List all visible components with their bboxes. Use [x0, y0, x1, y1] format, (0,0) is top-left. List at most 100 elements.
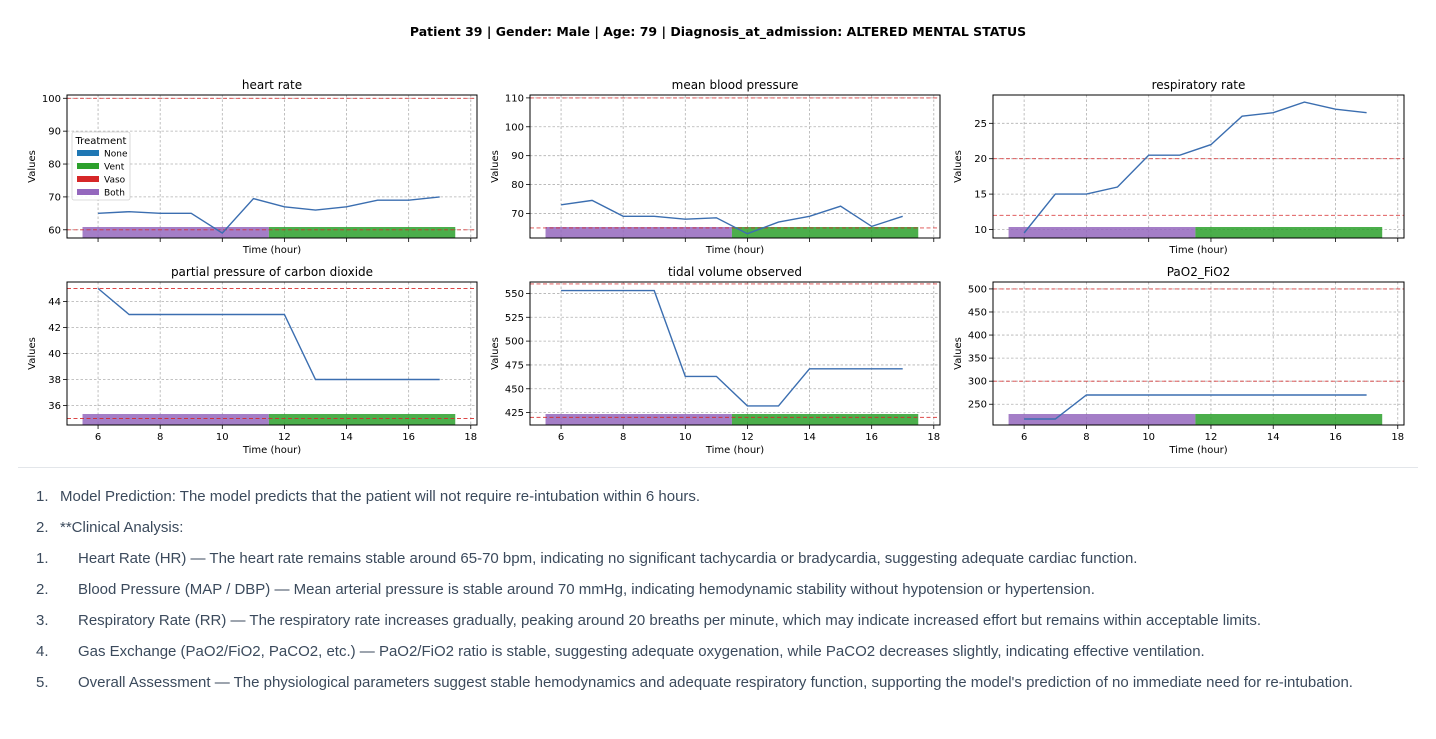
- analysis-item: 1. Model Prediction: The model predicts t…: [0, 478, 1436, 509]
- x-tick-label: 12: [278, 432, 291, 443]
- clinical-analysis-list: 1. Model Prediction: The model predicts t…: [0, 478, 1436, 695]
- x-tick-label: 18: [927, 432, 940, 443]
- treatment-band-both: [545, 227, 732, 238]
- x-tick-label: 12: [1205, 432, 1218, 443]
- chart-panel: 36 38 40 42 44 6 8 10 12 14 16 18 partial pressure o…: [27, 265, 478, 456]
- analysis-item: 3. Respiratory Rate (RR) — The respirator…: [0, 602, 1436, 633]
- x-tick-label: 18: [1391, 432, 1404, 443]
- axes-frame: [992, 281, 1405, 426]
- analysis-item-text: **Clinical Analysis:: [60, 519, 184, 536]
- figure-title: Patient 39 | Gender: Male | Age: 79 | Di…: [410, 24, 1026, 40]
- axes-frame: [529, 94, 941, 239]
- series-line: [97, 287, 440, 381]
- legend-label-vaso: Vaso: [104, 176, 126, 186]
- series-line: [98, 196, 440, 235]
- section-divider: [18, 467, 1418, 468]
- y-tick-label: 450: [505, 384, 524, 395]
- legend-swatch-vent: [77, 163, 99, 169]
- treatment-band-both: [82, 414, 269, 425]
- analysis-item-number: 1.: [36, 488, 49, 505]
- treatment-band-vent: [731, 227, 919, 238]
- x-tick-label: 8: [1083, 432, 1089, 443]
- x-tick-label: 8: [157, 432, 163, 443]
- y-tick-label: 500: [968, 284, 987, 295]
- series-line: [1023, 101, 1367, 234]
- treatment-legend: Treatment None Vent Vaso Both: [71, 131, 131, 201]
- chart-title: heart rate: [242, 78, 302, 92]
- treatment-band-vent: [268, 414, 456, 425]
- legend-label-vent: Vent: [104, 163, 125, 173]
- analysis-item: 2. **Clinical Analysis:: [0, 509, 1436, 540]
- y-axis-label: Values: [490, 337, 501, 370]
- treatment-band-both: [545, 414, 732, 425]
- analysis-item-number: 4.: [36, 643, 49, 660]
- y-tick-label: 80: [511, 180, 524, 191]
- treatment-band-both: [1008, 414, 1196, 425]
- y-tick-label: 100: [505, 122, 524, 133]
- chart-title: partial pressure of carbon dioxide: [171, 265, 373, 279]
- y-tick-label: 38: [48, 375, 61, 386]
- x-tick-label: 12: [741, 432, 754, 443]
- x-axis-label: Time (hour): [242, 245, 301, 256]
- chart-title: mean blood pressure: [672, 78, 799, 92]
- y-tick-label: 250: [968, 400, 987, 411]
- x-tick-label: 10: [679, 432, 692, 443]
- y-tick-label: 42: [48, 323, 61, 334]
- analysis-item-text: Respiratory Rate (RR) — The respiratory …: [78, 612, 1262, 629]
- analysis-item-number: 2.: [36, 581, 49, 598]
- y-tick-label: 25: [974, 119, 987, 130]
- x-tick-label: 6: [558, 432, 564, 443]
- treatment-band-vent: [268, 227, 456, 238]
- axes-frame: [529, 281, 941, 426]
- x-tick-label: 14: [340, 432, 353, 443]
- analysis-item: 2. Blood Pressure (MAP / DBP) — Mean arte…: [0, 571, 1436, 602]
- legend-swatch-vaso: [77, 176, 99, 182]
- chart-panels: 60 70 80 90 100 heart rate Time (hour) Values Tr…: [27, 78, 1405, 456]
- x-axis-label: Time (hour): [242, 445, 301, 456]
- legend-title: Treatment: [75, 136, 127, 147]
- y-tick-label: 525: [505, 313, 524, 324]
- y-tick-label: 100: [42, 94, 61, 105]
- analysis-item-number: 5.: [36, 674, 49, 691]
- treatment-band-vent: [1195, 227, 1383, 238]
- y-tick-label: 70: [511, 209, 524, 220]
- series-line: [561, 199, 903, 235]
- y-axis-label: Values: [27, 150, 38, 183]
- x-tick-label: 16: [402, 432, 415, 443]
- series-line: [1024, 394, 1367, 420]
- legend-label-none: None: [104, 150, 128, 160]
- series-line: [561, 289, 903, 407]
- y-axis-label: Values: [27, 337, 38, 370]
- analysis-item: 1. Heart Rate (HR) — The heart rate remai…: [0, 540, 1436, 571]
- y-tick-label: 475: [505, 360, 524, 371]
- x-tick-label: 18: [464, 432, 477, 443]
- analysis-item-number: 3.: [36, 612, 49, 629]
- legend-label-both: Both: [104, 189, 125, 199]
- y-axis-label: Values: [490, 150, 501, 183]
- y-tick-label: 90: [48, 127, 61, 138]
- y-tick-label: 60: [48, 225, 61, 236]
- x-tick-label: 14: [1267, 432, 1280, 443]
- x-tick-label: 10: [1142, 432, 1155, 443]
- treatment-band-both: [1008, 227, 1196, 238]
- treatment-band-both: [82, 227, 269, 238]
- analysis-item-number: 1.: [36, 550, 49, 567]
- y-tick-label: 80: [48, 160, 61, 171]
- x-tick-label: 14: [803, 432, 816, 443]
- legend-swatch-both: [77, 189, 99, 195]
- analysis-item-text: Blood Pressure (MAP / DBP) — Mean arteri…: [78, 581, 1095, 598]
- analysis-item-number: 2.: [36, 519, 49, 536]
- analysis-item: 5. Overall Assessment — The physiological…: [0, 664, 1436, 695]
- x-tick-label: 6: [1021, 432, 1027, 443]
- chart-title: tidal volume observed: [668, 265, 802, 279]
- treatment-band-vent: [1195, 414, 1383, 425]
- x-axis-label: Time (hour): [705, 445, 764, 456]
- y-tick-label: 500: [505, 337, 524, 348]
- x-tick-label: 8: [620, 432, 626, 443]
- y-tick-label: 400: [968, 331, 987, 342]
- x-tick-label: 10: [216, 432, 229, 443]
- analysis-item-text: Heart Rate (HR) — The heart rate remains…: [78, 550, 1138, 567]
- x-tick-label: 6: [95, 432, 101, 443]
- y-tick-label: 10: [974, 225, 987, 236]
- chart-title: PaO2_FiO2: [1167, 265, 1231, 279]
